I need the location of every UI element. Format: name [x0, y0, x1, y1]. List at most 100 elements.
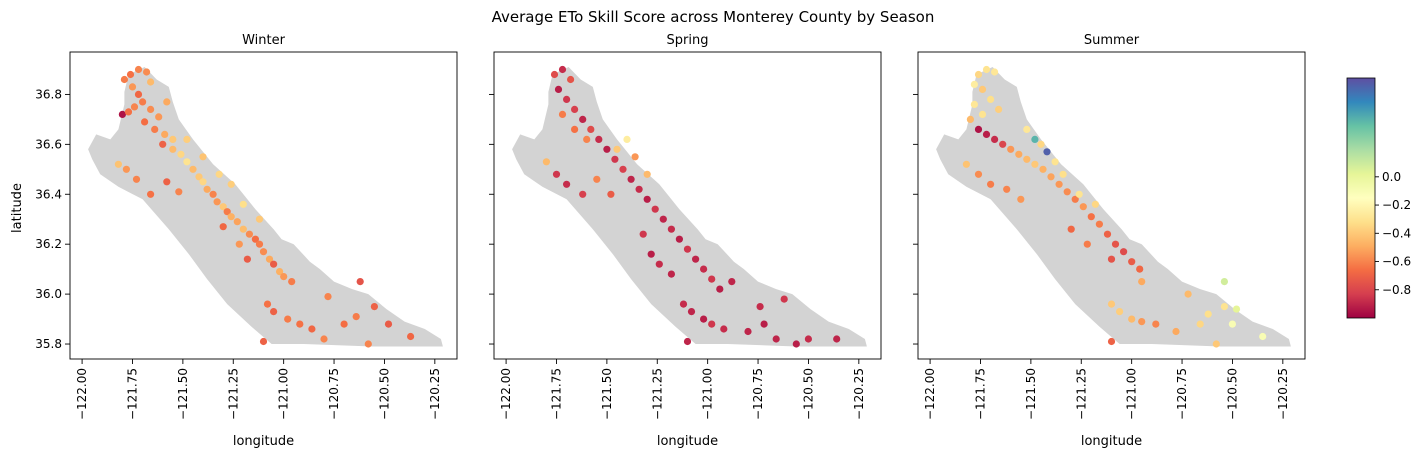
station-point	[320, 335, 328, 343]
station-point	[296, 320, 304, 328]
station-point	[708, 275, 716, 283]
panels: Winter −122.00 −121.75 −121.50 −121.25 −121.0…	[35, 33, 1306, 449]
station-point	[683, 245, 692, 253]
x-axis-label: longitude	[657, 434, 718, 449]
station-point	[1003, 185, 1011, 193]
colorbar-tick-label: −0.2	[1382, 198, 1411, 212]
station-point	[1128, 258, 1136, 266]
station-point	[1196, 320, 1204, 328]
y-axis-label: latitude	[10, 183, 25, 233]
x-tick-label: −121.00	[701, 368, 715, 420]
station-point	[1079, 203, 1087, 211]
station-point	[667, 225, 676, 233]
station-point	[780, 295, 788, 303]
station-point	[284, 315, 292, 323]
station-point	[270, 308, 278, 316]
station-point	[1091, 200, 1099, 208]
station-point	[114, 160, 122, 168]
station-point	[643, 170, 651, 178]
station-point	[999, 140, 1007, 148]
station-point	[1259, 332, 1267, 341]
station-point	[183, 135, 191, 143]
station-point	[163, 178, 171, 186]
station-point	[259, 248, 268, 256]
station-point	[245, 230, 253, 238]
station-point	[595, 135, 603, 143]
station-point	[288, 278, 296, 286]
station-point	[134, 65, 143, 74]
station-point	[1083, 240, 1091, 248]
station-point	[647, 250, 655, 258]
x-tick-label: −121.75	[125, 368, 139, 420]
station-point	[352, 313, 360, 321]
x-tick-label: −122.00	[923, 368, 937, 420]
station-point	[251, 235, 259, 243]
station-point	[619, 165, 627, 173]
station-point	[554, 85, 563, 93]
x-tick-label: −120.75	[751, 368, 765, 420]
station-point	[1228, 320, 1236, 328]
station-point	[579, 115, 587, 123]
panel-summer: Summer −122.00 −121.75 −121.50 −121.25 −121.0…	[913, 33, 1306, 449]
station-point	[1103, 230, 1112, 238]
colorbar-tick-label: −0.8	[1382, 283, 1411, 297]
station-point	[987, 180, 995, 188]
station-point	[132, 175, 141, 183]
station-point	[175, 188, 183, 196]
x-tick-label: −120.25	[852, 368, 866, 420]
station-point	[639, 230, 647, 238]
station-point	[195, 173, 203, 181]
station-point	[141, 118, 149, 126]
station-point	[651, 205, 659, 213]
panel-title: Spring	[667, 33, 709, 48]
x-tick-label: −121.00	[1125, 368, 1139, 420]
station-point	[982, 130, 991, 138]
station-point	[655, 260, 663, 268]
station-point	[978, 85, 987, 93]
station-point	[151, 125, 159, 133]
panel-spring: Spring −122.00 −121.75 −121.50 −121.25 −121.0…	[489, 33, 882, 449]
station-point	[962, 160, 971, 168]
station-point	[183, 158, 191, 166]
station-point	[567, 75, 575, 84]
station-point	[987, 95, 995, 103]
x-tick-label: −120.25	[428, 368, 442, 420]
station-point	[563, 180, 571, 188]
station-point	[199, 178, 207, 186]
county-shape	[88, 67, 443, 347]
station-point	[259, 337, 268, 346]
station-point	[235, 240, 243, 248]
station-point	[340, 320, 348, 328]
station-point	[659, 215, 667, 223]
station-point	[970, 80, 979, 88]
station-point	[128, 83, 137, 91]
figure-title: Average ETo Skill Score across Monterey …	[492, 8, 935, 26]
station-point	[974, 170, 983, 178]
station-point	[1063, 188, 1071, 196]
station-point	[161, 130, 169, 138]
colorbar-tick-label: −0.6	[1382, 255, 1411, 269]
station-point	[991, 135, 999, 143]
y-tick-label: 36.2	[35, 237, 62, 251]
x-tick-label: −120.50	[377, 368, 391, 420]
station-point	[700, 265, 708, 273]
station-point	[118, 110, 126, 118]
station-point	[1107, 300, 1116, 308]
station-point	[203, 185, 211, 193]
station-point	[1172, 327, 1180, 336]
station-point	[558, 110, 567, 118]
x-tick-label: −120.75	[1175, 368, 1189, 420]
station-point	[552, 170, 561, 178]
station-point	[159, 140, 167, 148]
x-tick-label: −121.50	[600, 368, 614, 420]
station-point	[587, 125, 595, 133]
station-point	[1023, 155, 1031, 163]
station-point	[1220, 303, 1228, 311]
station-point	[1107, 337, 1116, 346]
station-point	[558, 65, 567, 74]
y-tick-label: 36.0	[35, 287, 62, 301]
colorbar: 0.0 −0.2 −0.4 −0.6 −0.8	[1346, 77, 1411, 319]
station-point	[613, 145, 621, 153]
station-point	[571, 125, 579, 133]
